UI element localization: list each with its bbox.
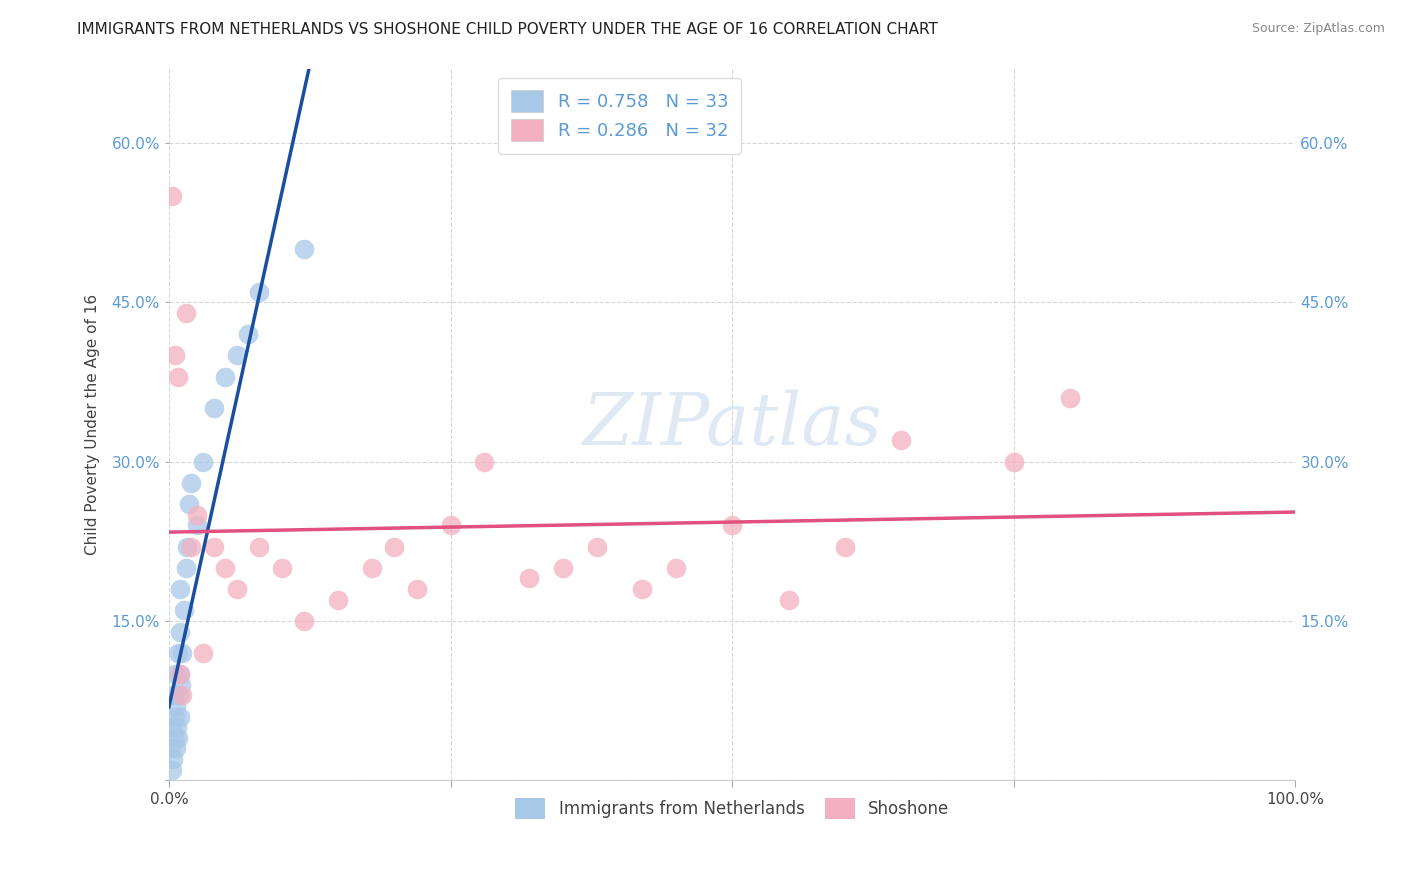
Point	[405, 582, 427, 596]
Point	[665, 561, 688, 575]
Point	[167, 688, 190, 702]
Point	[631, 582, 654, 596]
Point	[247, 285, 270, 299]
Point	[382, 540, 405, 554]
Point	[360, 561, 382, 575]
Point	[202, 540, 225, 554]
Point	[162, 752, 184, 766]
Point	[167, 646, 190, 660]
Point	[186, 518, 208, 533]
Point	[292, 242, 315, 256]
Point	[191, 454, 214, 468]
Point	[174, 306, 197, 320]
Point	[163, 731, 186, 745]
Point	[163, 348, 186, 362]
Point	[162, 720, 184, 734]
Point	[247, 540, 270, 554]
Point	[176, 540, 198, 554]
Point	[890, 434, 912, 448]
Point	[170, 678, 193, 692]
Point	[721, 518, 744, 533]
Point	[225, 582, 247, 596]
Point	[180, 475, 202, 490]
Point	[292, 614, 315, 628]
Point	[163, 709, 186, 723]
Point	[179, 497, 201, 511]
Point	[270, 561, 292, 575]
Point	[163, 667, 186, 681]
Point	[169, 582, 191, 596]
Point	[472, 454, 495, 468]
Point	[214, 561, 236, 575]
Point	[162, 189, 184, 203]
Point	[1059, 391, 1081, 405]
Point	[172, 688, 194, 702]
Point	[162, 688, 184, 702]
Point	[160, 741, 183, 756]
Point	[165, 698, 187, 713]
Y-axis label: Child Poverty Under the Age of 16: Child Poverty Under the Age of 16	[86, 293, 100, 555]
Point	[167, 731, 190, 745]
Point	[167, 369, 190, 384]
Legend: Immigrants from Netherlands, Shoshone: Immigrants from Netherlands, Shoshone	[509, 792, 956, 825]
Point	[214, 369, 236, 384]
Point	[326, 592, 349, 607]
Point	[169, 624, 191, 639]
Text: Source: ZipAtlas.com: Source: ZipAtlas.com	[1251, 22, 1385, 36]
Point	[553, 561, 575, 575]
Point	[439, 518, 461, 533]
Text: ZIPatlas: ZIPatlas	[582, 389, 882, 459]
Point	[586, 540, 609, 554]
Point	[174, 561, 197, 575]
Point	[169, 709, 191, 723]
Text: IMMIGRANTS FROM NETHERLANDS VS SHOSHONE CHILD POVERTY UNDER THE AGE OF 16 CORREL: IMMIGRANTS FROM NETHERLANDS VS SHOSHONE …	[77, 22, 938, 37]
Point	[191, 646, 214, 660]
Point	[166, 720, 188, 734]
Point	[173, 603, 195, 617]
Point	[165, 741, 187, 756]
Point	[180, 540, 202, 554]
Point	[225, 348, 247, 362]
Point	[202, 401, 225, 416]
Point	[172, 646, 194, 660]
Point	[778, 592, 800, 607]
Point	[169, 667, 191, 681]
Point	[834, 540, 856, 554]
Point	[186, 508, 208, 522]
Point	[519, 571, 541, 585]
Point	[169, 667, 191, 681]
Point	[162, 763, 184, 777]
Point	[236, 327, 259, 342]
Point	[1002, 454, 1025, 468]
